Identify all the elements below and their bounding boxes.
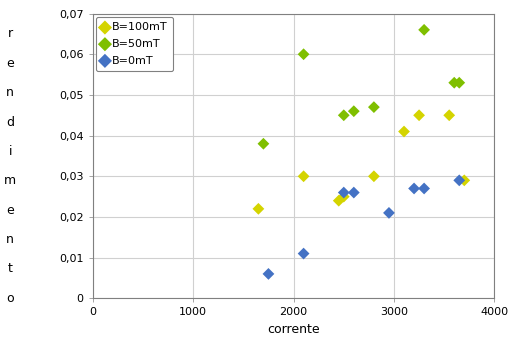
B=0mT (385, 210, 393, 216)
B=50mT (259, 141, 268, 146)
B=0mT (300, 251, 308, 256)
B=100mT (370, 174, 378, 179)
B=100mT (340, 194, 348, 199)
B=50mT (350, 108, 358, 114)
B=0mT (410, 186, 418, 191)
B=100mT (254, 206, 263, 212)
B=50mT (420, 27, 428, 33)
Text: r: r (8, 27, 13, 40)
B=0mT (420, 186, 428, 191)
B=0mT (350, 190, 358, 195)
B=0mT (455, 178, 464, 183)
B=100mT (415, 113, 423, 118)
X-axis label: corrente: corrente (267, 323, 320, 336)
Legend: B=100mT, B=50mT, B=0mT: B=100mT, B=50mT, B=0mT (96, 17, 173, 71)
Text: n: n (6, 233, 14, 246)
Text: o: o (7, 292, 14, 305)
B=50mT (340, 113, 348, 118)
B=100mT (300, 174, 308, 179)
Text: d: d (6, 116, 14, 128)
Text: e: e (6, 57, 14, 70)
B=50mT (300, 52, 308, 57)
B=0mT (340, 190, 348, 195)
B=100mT (400, 129, 408, 134)
Text: e: e (6, 204, 14, 217)
Text: m: m (4, 174, 16, 187)
B=100mT (445, 113, 453, 118)
B=0mT (264, 271, 272, 277)
B=100mT (460, 178, 469, 183)
Text: t: t (8, 262, 13, 276)
Text: i: i (9, 145, 12, 158)
B=50mT (455, 80, 464, 85)
B=50mT (450, 80, 458, 85)
B=100mT (335, 198, 343, 203)
B=50mT (370, 104, 378, 110)
Text: n: n (6, 86, 14, 99)
